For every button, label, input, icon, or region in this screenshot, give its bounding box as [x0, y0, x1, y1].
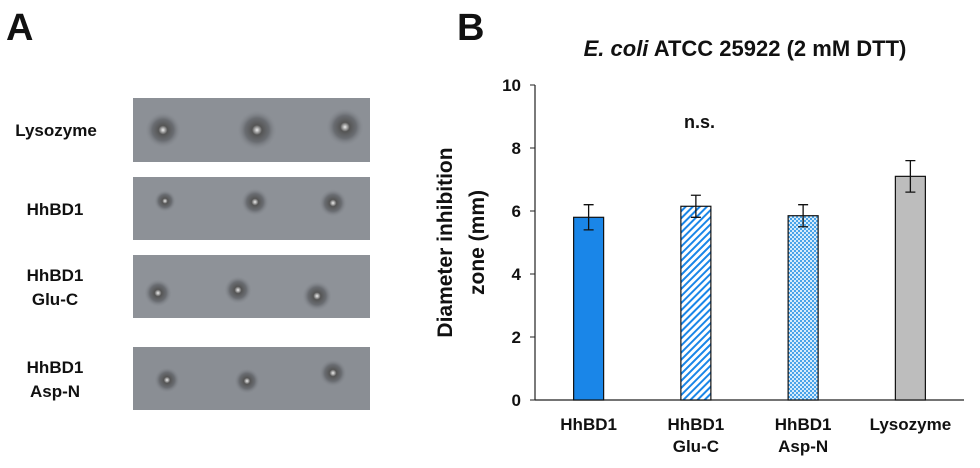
x-tick-label: HhBD1 [560, 415, 617, 434]
x-tick-label: Lysozyme [870, 415, 952, 434]
bar [680, 205, 712, 401]
panel-letter: B [457, 7, 484, 49]
row-labels: Lysozyme HhBD1 HhBD1 Glu-C HhBD1 Asp-N [15, 121, 97, 401]
error-bar [798, 204, 809, 228]
panel-letter: A [6, 7, 33, 49]
plot: 0 2 4 6 8 10 Diameter inhibition zone (mm) HhBD1… [434, 76, 964, 456]
chart-title: E. coli ATCC 25922 (2 mM DTT) [584, 36, 907, 61]
title-italic: E. coli [584, 36, 650, 61]
y-tick-label: 0 [512, 391, 521, 410]
row-label: Asp-N [30, 382, 80, 401]
annotation: n.s. [684, 112, 715, 132]
x-tick-label: HhBD1 [775, 415, 832, 434]
row-label: HhBD1 [27, 266, 84, 285]
y-axis-label: zone (mm) [466, 190, 489, 295]
row-label: Glu-C [32, 290, 78, 309]
row-label: HhBD1 [27, 358, 84, 377]
y-tick-label: 2 [512, 328, 521, 347]
bar [573, 216, 605, 401]
y-axis-label: Diameter inhibition [434, 147, 457, 337]
y-tick-label: 4 [512, 265, 522, 284]
error-bar [583, 204, 594, 231]
bar [894, 175, 926, 401]
error-bar [905, 159, 916, 193]
x-tick-label: Glu-C [673, 437, 719, 456]
x-tick-label: HhBD1 [668, 415, 725, 434]
row-label: Lysozyme [15, 121, 97, 140]
row-label: HhBD1 [27, 200, 84, 219]
error-bar [690, 194, 701, 218]
y-tick-label: 8 [512, 139, 521, 158]
x-tick-label: Asp-N [778, 437, 828, 456]
title-rest: ATCC 25922 (2 mM DTT) [654, 36, 907, 61]
y-tick-label: 6 [512, 202, 521, 221]
plate-images [133, 98, 370, 410]
bar [787, 215, 819, 401]
y-tick-label: 10 [502, 76, 521, 95]
